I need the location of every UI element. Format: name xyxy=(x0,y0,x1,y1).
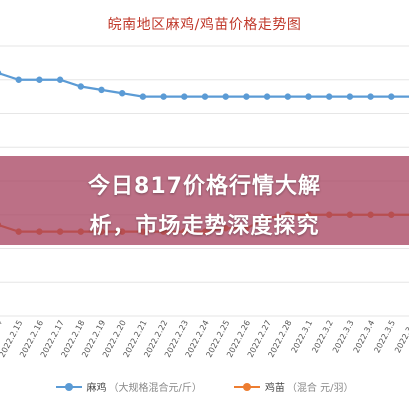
series-1-point-4[interactable] xyxy=(77,83,85,90)
chart-legend: 麻鸡 （大规格混合元/斤） 鸡苗 （混合 元/羽） xyxy=(0,379,409,394)
legend-swatch-series1 xyxy=(55,382,82,392)
series-1-point-1[interactable] xyxy=(15,76,22,83)
series-1-point-2[interactable] xyxy=(36,76,43,83)
chart-title: 皖南地区麻鸡/鸡苗价格走势图 xyxy=(107,17,302,33)
legend-label-series2: 鸡苗 xyxy=(264,383,285,394)
series-1-point-14[interactable] xyxy=(284,93,291,100)
series-1-point-11[interactable] xyxy=(222,93,229,100)
series-line-1 xyxy=(0,72,409,98)
x-axis-tick-labels: 2022.2.142022.2.152022.2.162022.2.172022… xyxy=(0,319,409,359)
legend-item-series2[interactable]: 鸡苗 （混合 元/羽） xyxy=(233,379,354,394)
series-1-point-5[interactable] xyxy=(98,86,105,94)
series-1-point-15[interactable] xyxy=(305,93,312,100)
series-1-point-18[interactable] xyxy=(367,93,374,100)
legend-dot-series1 xyxy=(64,382,73,391)
series-1-point-17[interactable] xyxy=(346,93,354,100)
headline-line-2: 析，市场走势深度探究 xyxy=(89,214,320,239)
series-1-point-6[interactable] xyxy=(119,90,126,97)
series-1-point-13[interactable] xyxy=(263,93,271,100)
legend-unit-series1: （大规格混合元/斤） xyxy=(108,383,202,394)
legend-swatch-series2 xyxy=(233,382,260,392)
series-1-point-12[interactable] xyxy=(243,93,250,100)
series-1-point-7[interactable] xyxy=(139,93,147,100)
legend-label-series1: 麻鸡 xyxy=(86,383,107,394)
series-1-point-19[interactable] xyxy=(388,93,395,100)
legend-item-series1[interactable]: 麻鸡 （大规格混合元/斤） xyxy=(55,379,202,394)
legend-dot-series2 xyxy=(242,382,251,391)
series-1-point-9[interactable] xyxy=(181,93,188,100)
series-1-point-8[interactable] xyxy=(160,93,167,100)
legend-unit-series2: （混合 元/羽） xyxy=(286,383,354,394)
headline-line-1: 今日817价格行情大解 xyxy=(88,174,321,199)
series-1-point-16[interactable] xyxy=(326,93,333,100)
series-1-point-0[interactable] xyxy=(0,70,2,76)
series-1-point-10[interactable] xyxy=(201,93,209,100)
headline-overlay-band xyxy=(0,156,409,245)
series-1-point-3[interactable] xyxy=(56,76,64,83)
